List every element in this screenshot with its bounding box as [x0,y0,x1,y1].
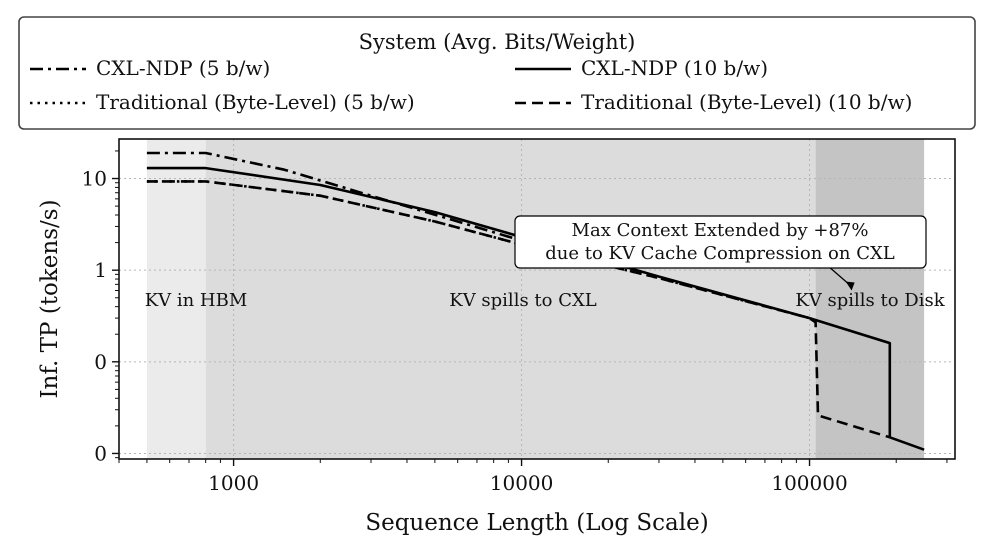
y-axis-label: Inf. TP (tokens/s) [37,199,63,398]
region-band-0 [146,139,206,459]
region-label-0: KV in HBM [145,290,248,311]
region-band-1 [205,139,816,459]
plot-area: KV in HBM KV spills to CXL KV spills to Di… [82,138,956,495]
region-band-2 [815,139,925,459]
legend-label-2: Traditional (Byte-Level) (5 b/w) [96,90,415,114]
annotation-box [514,215,927,269]
region-label-2: KV spills to Disk [795,290,945,311]
legend-label-3: Traditional (Byte-Level) (10 b/w) [581,90,912,114]
series-line-0 [146,151,522,242]
x-axis-label: Sequence Length (Log Scale) [365,510,708,536]
annotation-text-0: Max Context Extended by +87% [572,220,869,241]
plot-frame [118,138,956,460]
y-tick-label-3: 10 [82,167,107,191]
legend-label-0: CXL-NDP (5 b/w) [96,56,270,80]
y-tick-label-0: 0 [94,441,107,465]
legend-label-1: CXL-NDP (10 b/w) [581,56,768,80]
y-tick-label-2: 1 [94,258,107,282]
x-tick-label-2: 100000 [771,471,847,495]
legend: System (Avg. Bits/Weight) CXL-NDP (5 b/w… [18,16,976,130]
annotation-arrowhead [845,281,855,291]
y-tick-label-1: 0 [94,350,107,374]
x-tick-label-0: 1000 [208,471,259,495]
region-label-1: KV spills to CXL [449,290,597,311]
legend-frame [18,16,976,130]
x-tick-label-1: 10000 [490,471,554,495]
annotation-text-1: due to KV Cache Compression on CXL [545,243,895,264]
legend-title: System (Avg. Bits/Weight) [359,30,636,54]
